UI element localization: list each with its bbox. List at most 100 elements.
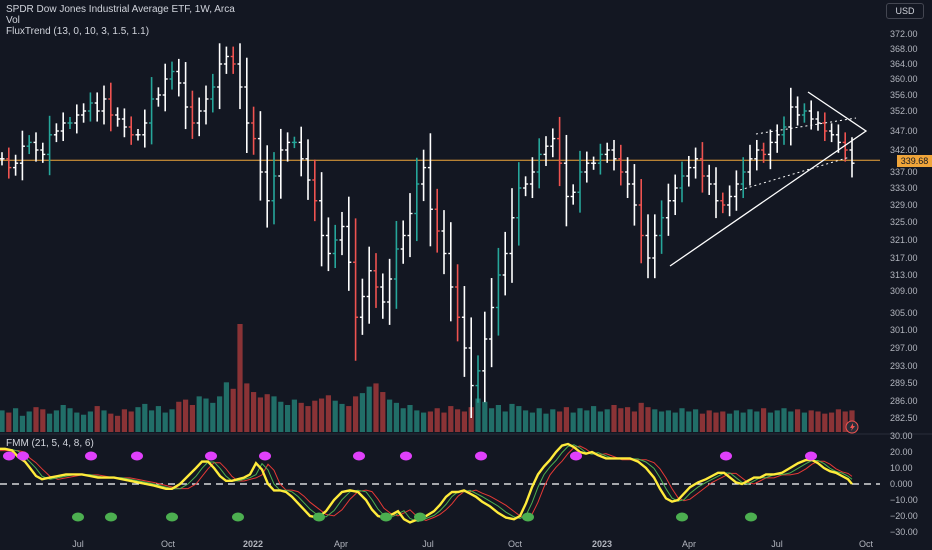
- ohlc-bar: [747, 144, 753, 186]
- volume-bar: [373, 383, 379, 432]
- grid-lines: [0, 159, 932, 435]
- ohlc-bar: [631, 164, 637, 226]
- oversold-dot: [72, 512, 84, 522]
- volume-bar: [203, 398, 209, 432]
- volume-bar: [33, 407, 39, 432]
- overbought-dot: [17, 451, 29, 461]
- ohlc-bar: [414, 157, 420, 242]
- volume-bar: [67, 408, 73, 432]
- price-axis-label: 293.00: [890, 361, 918, 371]
- volume-bar: [237, 324, 243, 432]
- volume-bar: [285, 405, 291, 432]
- price-axis-label: 305.00: [890, 308, 918, 318]
- volume-bar: [529, 412, 535, 432]
- time-axis-label: Apr: [682, 539, 696, 549]
- volume-bar: [577, 408, 583, 432]
- symbol-title[interactable]: SPDR Dow Jones Industrial Average ETF, 1…: [6, 4, 235, 15]
- volume-bar: [312, 400, 318, 432]
- price-axis-label: 309.00: [890, 286, 918, 296]
- volume-bar: [523, 410, 529, 432]
- volume-bar: [754, 411, 760, 432]
- price-axis-label: 297.00: [890, 343, 918, 353]
- volume-bar: [475, 398, 481, 432]
- ohlc-bar: [149, 77, 155, 145]
- ohlc-bar: [13, 154, 19, 176]
- oversold-dot: [745, 512, 757, 522]
- volume-bar: [257, 397, 263, 432]
- time-axis-label: Jul: [771, 539, 783, 549]
- ohlc-bar: [373, 253, 379, 308]
- ohlc-bar: [359, 278, 365, 335]
- oscillator-label[interactable]: FMM (21, 5, 4, 8, 6): [6, 438, 94, 449]
- volume-bar: [672, 412, 678, 432]
- ohlc-bar: [162, 63, 168, 112]
- ohlc-bar: [482, 311, 488, 403]
- ohlc-bar: [291, 136, 297, 149]
- volume-bar: [0, 410, 5, 432]
- ohlc-bar: [74, 104, 80, 134]
- ohlc-bar: [842, 132, 848, 162]
- price-axis-label: 342.00: [890, 145, 918, 155]
- ohlc-bar: [665, 183, 671, 236]
- volume-indicator-label[interactable]: Vol: [6, 15, 20, 26]
- volume-bar: [183, 399, 189, 432]
- ohlc-bar: [142, 109, 148, 148]
- volume-bar: [149, 410, 155, 432]
- ohlc-bar: [767, 129, 773, 170]
- ohlc-bar: [278, 128, 284, 199]
- volume-bar: [223, 382, 229, 432]
- volume-bar: [339, 403, 345, 432]
- price-axis-label: 352.00: [890, 106, 918, 116]
- volume-bar: [427, 411, 433, 432]
- fluxtrend-indicator-label[interactable]: FluxTrend (13, 0, 10, 3, 1.5, 1.1): [6, 26, 150, 37]
- ohlc-bar: [189, 90, 195, 139]
- ohlc-bar: [468, 317, 474, 418]
- volume-bar: [346, 406, 352, 432]
- volume-bar: [448, 406, 454, 432]
- signal-line-red: [0, 445, 853, 522]
- volume-bar: [625, 407, 631, 432]
- volume-bar: [706, 410, 712, 432]
- oversold-dot: [676, 512, 688, 522]
- volume-bar: [604, 409, 610, 432]
- price-axis-label: 337.00: [890, 167, 918, 177]
- overbought-dot: [400, 451, 412, 461]
- volume-bar: [631, 411, 637, 432]
- ohlc-bar: [475, 355, 481, 403]
- volume-bar: [536, 408, 542, 432]
- time-axis-label: Oct: [859, 539, 874, 549]
- ohlc-bar: [251, 106, 257, 155]
- volume-bar: [747, 409, 753, 432]
- ohlc-bar: [393, 220, 399, 309]
- ohlc-bar: [461, 286, 467, 377]
- oscillator-pane: [0, 442, 880, 524]
- ohlc-bar: [577, 150, 583, 213]
- volume-bar: [47, 413, 53, 432]
- volume-bar: [87, 411, 93, 432]
- ohlc-bar: [523, 176, 529, 197]
- volume-bar: [679, 408, 685, 432]
- volume-bar: [699, 413, 705, 432]
- time-axis-label: Jul: [422, 539, 434, 549]
- ohlc-bar: [495, 247, 501, 336]
- volume-bar: [13, 408, 19, 432]
- volume-bar: [19, 415, 25, 432]
- volume-bar: [829, 412, 835, 432]
- axis-labels: 372.00 368.00 364.00 360.00 356.00 352.00 347.…: [72, 29, 918, 549]
- currency-button[interactable]: USD: [886, 3, 924, 19]
- volume-bar: [713, 412, 719, 432]
- osc-axis-label: 0.000: [890, 479, 913, 489]
- ohlc-bar: [441, 210, 447, 275]
- ohlc-bar: [421, 149, 427, 202]
- ohlc-bar: [339, 211, 345, 256]
- ohlc-bar: [652, 214, 658, 279]
- overbought-dot: [805, 451, 817, 461]
- ohlc-bar: [835, 124, 841, 153]
- ohlc-bar: [699, 142, 705, 193]
- price-axis-label: 368.00: [890, 44, 918, 54]
- volume-bar: [788, 411, 794, 432]
- volume-bar: [332, 400, 338, 432]
- volume-bar: [176, 401, 182, 432]
- price-axis-label: 372.00: [890, 29, 918, 39]
